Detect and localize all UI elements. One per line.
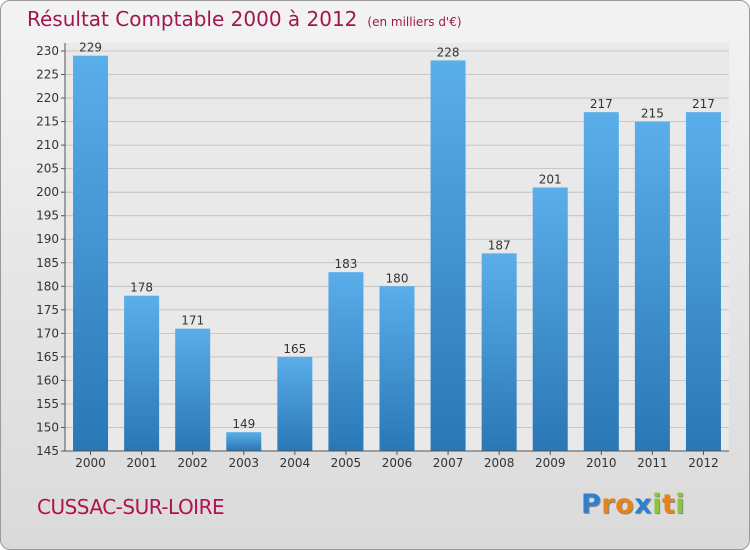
x-tick-label: 2000 <box>75 456 106 470</box>
x-tick-label: 2008 <box>484 456 515 470</box>
brand-letter: x <box>634 489 653 520</box>
y-tick-label: 190 <box>36 232 59 246</box>
brand-letter: o <box>615 489 635 520</box>
place-name: CUSSAC-SUR-LOIRE <box>37 495 225 519</box>
bar-value-label: 228 <box>437 45 460 59</box>
y-tick-label: 185 <box>36 256 59 270</box>
x-tick-label: 2007 <box>433 456 464 470</box>
bar-value-label: 229 <box>79 41 102 55</box>
y-tick-label: 175 <box>36 303 59 317</box>
bar-value-label: 171 <box>181 314 204 328</box>
value-labels: 229 178 171 149 165 183 180 228 187 201 217 215 217 <box>79 41 715 431</box>
x-tick-label: 2012 <box>688 456 719 470</box>
y-tick-label: 160 <box>36 373 59 387</box>
y-tick-label: 165 <box>36 350 59 364</box>
brand-letter: r <box>601 489 616 520</box>
brand-letter: i <box>675 489 686 520</box>
bar-value-label: 217 <box>590 97 613 111</box>
bar <box>124 295 160 451</box>
bar-value-label: 215 <box>641 107 664 121</box>
bar <box>277 356 313 451</box>
x-tick-label: 2006 <box>382 456 413 470</box>
bar-value-label: 149 <box>232 417 255 431</box>
bar-value-label: 217 <box>692 97 715 111</box>
y-tick-label: 180 <box>36 279 59 293</box>
y-tick-label: 170 <box>36 326 59 340</box>
x-tick-label: 2001 <box>126 456 157 470</box>
bar <box>532 187 568 451</box>
brand-letter: i <box>652 489 662 520</box>
bar <box>379 286 415 451</box>
y-tick-label: 215 <box>36 115 59 129</box>
x-tick-label: 2010 <box>586 456 617 470</box>
y-tick-label: 230 <box>36 44 59 58</box>
chart-title: Résultat Comptable 2000 à 2012 (en millie… <box>27 7 462 31</box>
brand-logo: Proxiti <box>581 489 685 520</box>
bar <box>73 55 109 452</box>
subtitle-text: (en milliers d'€) <box>367 15 462 29</box>
y-tick-label: 150 <box>36 420 59 434</box>
bar <box>328 272 364 451</box>
bar <box>481 253 517 451</box>
x-tick-label: 2002 <box>177 456 208 470</box>
x-tick-label: 2009 <box>535 456 566 470</box>
x-axis: 2000 2001 2002 2003 2004 2005 2006 2007 2008 2009… <box>65 450 729 470</box>
bar <box>430 60 466 451</box>
y-tick-label: 200 <box>36 185 59 199</box>
bars <box>73 55 721 452</box>
y-tick-label: 195 <box>36 209 59 223</box>
bar-value-label: 183 <box>334 257 357 271</box>
bar-value-label: 180 <box>386 271 409 285</box>
bar <box>634 121 670 452</box>
bar <box>583 112 619 452</box>
y-tick-label: 225 <box>36 68 59 82</box>
brand-letter: t <box>661 489 676 520</box>
bar-value-label: 178 <box>130 281 153 295</box>
x-tick-label: 2005 <box>331 456 362 470</box>
title-text: Résultat Comptable 2000 à 2012 <box>27 7 358 31</box>
y-tick-label: 155 <box>36 397 59 411</box>
y-tick-label: 210 <box>36 138 59 152</box>
x-tick-label: 2011 <box>637 456 668 470</box>
y-axis: 145 150 155 160 165 170 175 180 185 190 195 200 205 2… <box>36 43 66 458</box>
bar <box>226 432 262 451</box>
bar-value-label: 165 <box>283 342 306 356</box>
y-tick-label: 145 <box>36 444 59 458</box>
bar-value-label: 187 <box>488 238 511 252</box>
y-tick-label: 220 <box>36 91 59 105</box>
x-tick-label: 2004 <box>280 456 311 470</box>
y-tick-label: 205 <box>36 162 59 176</box>
brand-letter: P <box>581 489 602 520</box>
x-tick-label: 2003 <box>228 456 259 470</box>
bar <box>685 112 721 452</box>
bar <box>175 328 211 451</box>
bar-value-label: 201 <box>539 172 562 186</box>
